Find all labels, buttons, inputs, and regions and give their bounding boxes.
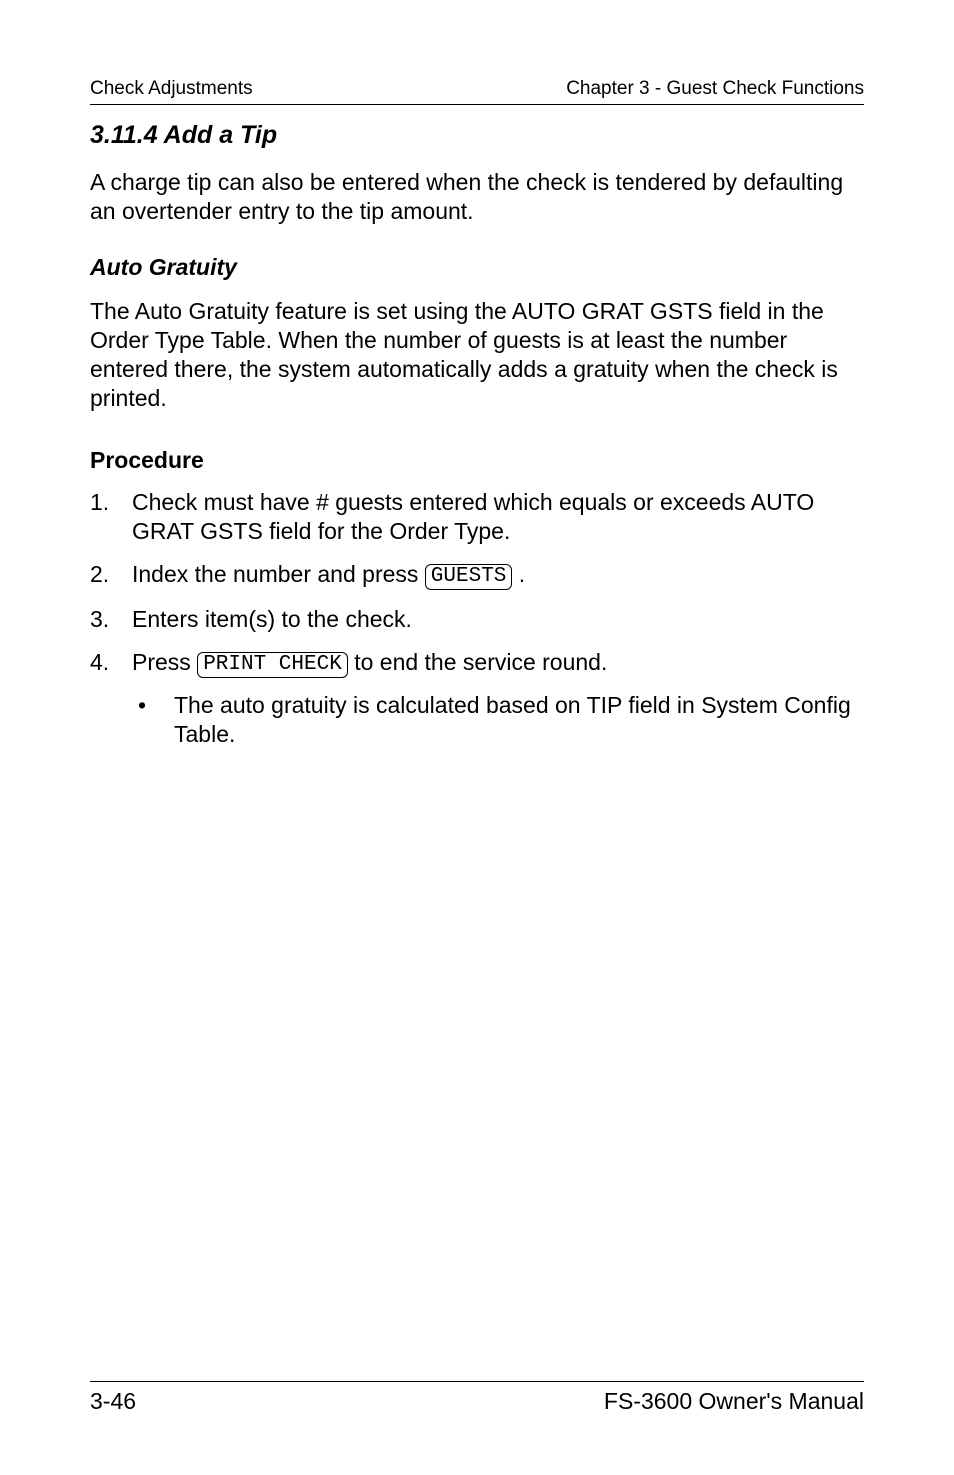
bullet-dot-icon: • bbox=[132, 691, 174, 749]
step-text: Enters item(s) to the check. bbox=[132, 605, 864, 634]
list-item: 3. Enters item(s) to the check. bbox=[90, 605, 864, 634]
page-footer: 3-46 FS-3600 Owner's Manual bbox=[90, 1381, 864, 1415]
sub-bullet-text: The auto gratuity is calculated based on… bbox=[174, 691, 864, 749]
sub-bullet: • The auto gratuity is calculated based … bbox=[132, 691, 864, 749]
step-text: Press PRINT CHECK to end the service rou… bbox=[132, 648, 864, 749]
step-text: Check must have # guests entered which e… bbox=[132, 488, 864, 546]
auto-gratuity-paragraph: The Auto Gratuity feature is set using t… bbox=[90, 297, 864, 413]
step-text-post: to end the service round. bbox=[348, 649, 608, 675]
step-text: Index the number and press GUESTS . bbox=[132, 560, 864, 591]
print-check-key: PRINT CHECK bbox=[197, 652, 348, 678]
header-left: Check Adjustments bbox=[90, 78, 253, 100]
section-heading: 3.11.4 Add a Tip bbox=[90, 121, 864, 150]
footer-page-number: 3-46 bbox=[90, 1388, 136, 1415]
step-text-pre: Index the number and press bbox=[132, 561, 425, 587]
footer-manual-title: FS-3600 Owner's Manual bbox=[604, 1388, 864, 1415]
page-header: Check Adjustments Chapter 3 - Guest Chec… bbox=[90, 78, 864, 105]
list-item: 4. Press PRINT CHECK to end the service … bbox=[90, 648, 864, 749]
header-right: Chapter 3 - Guest Check Functions bbox=[566, 78, 864, 100]
sub-heading-auto-gratuity: Auto Gratuity bbox=[90, 254, 864, 281]
step-text-pre: Press bbox=[132, 649, 197, 675]
list-item: 2. Index the number and press GUESTS . bbox=[90, 560, 864, 591]
step-number: 3. bbox=[90, 605, 132, 634]
step-text-post: . bbox=[512, 561, 525, 587]
procedure-list: 1. Check must have # guests entered whic… bbox=[90, 488, 864, 749]
intro-paragraph: A charge tip can also be entered when th… bbox=[90, 168, 864, 226]
step-number: 1. bbox=[90, 488, 132, 546]
guests-key: GUESTS bbox=[425, 564, 513, 590]
procedure-heading: Procedure bbox=[90, 447, 864, 474]
step-number: 4. bbox=[90, 648, 132, 749]
list-item: 1. Check must have # guests entered whic… bbox=[90, 488, 864, 546]
step-number: 2. bbox=[90, 560, 132, 591]
